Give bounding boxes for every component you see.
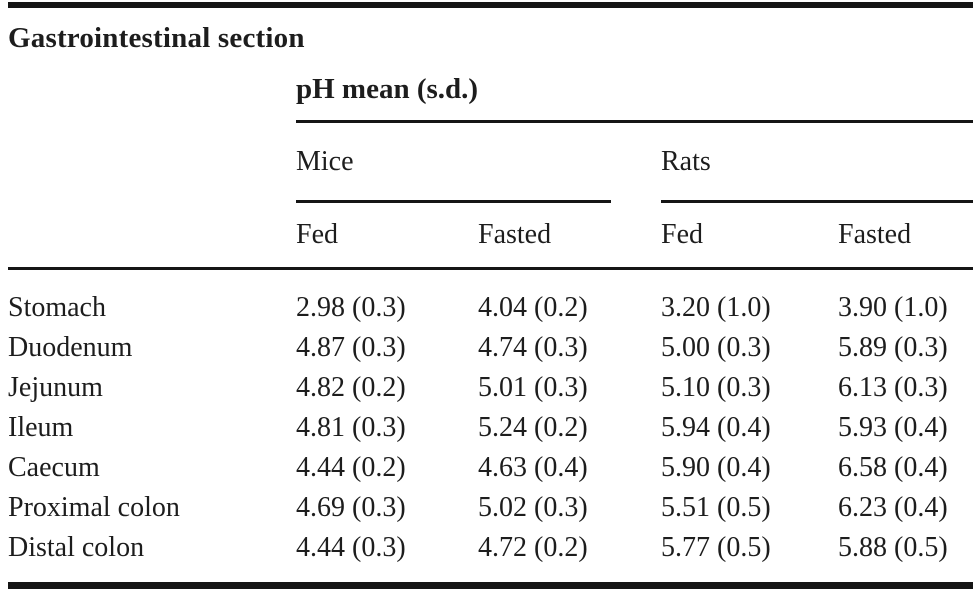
table-row: Caecum 4.44 (0.2) 4.63 (0.4) 5.90 (0.4) … — [8, 448, 973, 488]
value-cell: 3.20 (1.0) — [661, 292, 771, 323]
condition-header-rats-fasted: Fasted — [838, 219, 912, 250]
species-rule-row — [8, 200, 973, 203]
value-cell: 6.58 (0.4) — [838, 452, 948, 483]
species-header-mice: Mice — [296, 145, 354, 177]
value-cell: 5.88 (0.5) — [838, 532, 948, 563]
table-row: Jejunum 4.82 (0.2) 5.01 (0.3) 5.10 (0.3)… — [8, 368, 973, 408]
condition-header-rats-fed: Fed — [661, 219, 703, 250]
value-cell: 4.72 (0.2) — [478, 532, 588, 563]
value-cell: 5.24 (0.2) — [478, 412, 588, 443]
value-cell: 5.90 (0.4) — [661, 452, 771, 483]
header-body-rule — [8, 267, 973, 270]
table-row: Duodenum 4.87 (0.3) 4.74 (0.3) 5.00 (0.3… — [8, 328, 973, 368]
table-row: Distal colon 4.44 (0.3) 4.72 (0.2) 5.77 … — [8, 528, 973, 568]
value-cell: 4.87 (0.3) — [296, 332, 406, 363]
section-cell: Jejunum — [8, 372, 103, 403]
species-header-rats: Rats — [661, 145, 711, 177]
table-bottom-rule — [8, 582, 973, 589]
section-cell: Stomach — [8, 292, 106, 323]
condition-header-mice-fasted: Fasted — [478, 219, 552, 250]
table-top-rule — [8, 2, 973, 8]
value-group-rule-row — [8, 120, 973, 123]
value-cell: 4.44 (0.2) — [296, 452, 406, 483]
value-cell: 5.00 (0.3) — [661, 332, 771, 363]
species-header-row: Mice Rats — [8, 123, 973, 200]
value-cell: 5.51 (0.5) — [661, 492, 771, 523]
value-cell: 5.94 (0.4) — [661, 412, 771, 443]
value-cell: 5.02 (0.3) — [478, 492, 588, 523]
section-cell: Proximal colon — [8, 492, 180, 523]
value-cell: 3.90 (1.0) — [838, 292, 948, 323]
table-row: Ileum 4.81 (0.3) 5.24 (0.2) 5.94 (0.4) 5… — [8, 408, 973, 448]
ph-table: Gastrointestinal section pH mean (s.d.) … — [8, 0, 973, 589]
value-group-rule — [296, 120, 973, 123]
row-header-title: Gastrointestinal section — [8, 22, 305, 54]
rats-group-rule — [661, 200, 973, 203]
mice-group-rule — [296, 200, 611, 203]
value-cell: 5.01 (0.3) — [478, 372, 588, 403]
value-cell: 4.04 (0.2) — [478, 292, 588, 323]
value-cell: 4.81 (0.3) — [296, 412, 406, 443]
spacer — [8, 123, 296, 200]
value-cell: 4.82 (0.2) — [296, 372, 406, 403]
condition-header-mice-fed: Fed — [296, 219, 338, 250]
value-cell: 5.93 (0.4) — [838, 412, 948, 443]
value-cell: 5.77 (0.5) — [661, 532, 771, 563]
table-header-zone: Gastrointestinal section pH mean (s.d.) — [8, 8, 973, 120]
table-row: Stomach 2.98 (0.3) 4.04 (0.2) 3.20 (1.0)… — [8, 288, 973, 328]
value-cell: 5.10 (0.3) — [661, 372, 771, 403]
value-cell: 4.44 (0.3) — [296, 532, 406, 563]
condition-header-row: Fed Fasted Fed Fasted — [8, 203, 973, 267]
value-cell: 6.23 (0.4) — [838, 492, 948, 523]
value-cell: 6.13 (0.3) — [838, 372, 948, 403]
table-row: Proximal colon 4.69 (0.3) 5.02 (0.3) 5.5… — [8, 488, 973, 528]
value-cell: 5.89 (0.3) — [838, 332, 948, 363]
value-cell: 4.74 (0.3) — [478, 332, 588, 363]
value-cell: 4.63 (0.4) — [478, 452, 588, 483]
section-cell: Distal colon — [8, 532, 145, 563]
value-cell: 4.69 (0.3) — [296, 492, 406, 523]
section-cell: Caecum — [8, 452, 100, 483]
value-group-header: pH mean (s.d.) — [296, 73, 479, 105]
section-cell: Ileum — [8, 412, 74, 443]
table-body: Stomach 2.98 (0.3) 4.04 (0.2) 3.20 (1.0)… — [8, 270, 973, 568]
section-cell: Duodenum — [8, 332, 133, 363]
value-cell: 2.98 (0.3) — [296, 292, 406, 323]
spacer — [8, 203, 296, 267]
